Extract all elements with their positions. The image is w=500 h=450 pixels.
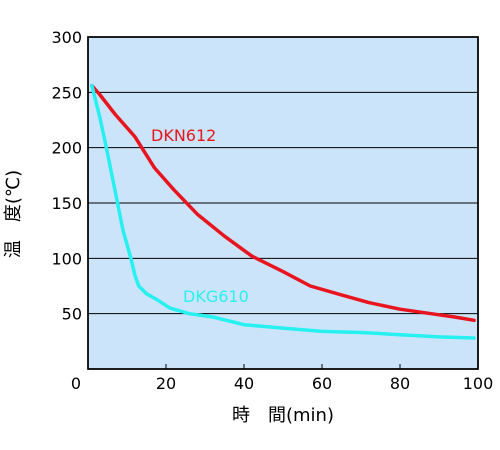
y-tick-label: 200 [51,139,82,158]
y-tick-label: 150 [51,194,82,213]
series-label-dkn612: DKN612 [151,126,216,145]
plot-frame [87,36,479,370]
x-tick-label: 20 [156,374,176,393]
y-axis-title: 温 度(℃) [3,170,24,258]
series-line-dkn612 [90,83,476,323]
x-tick-label: 40 [234,374,254,393]
series-label-dkg610: DKG610 [183,287,249,306]
x-tick-label: 80 [390,374,410,393]
series-layer [90,83,476,340]
series-line-dkg610 [90,83,476,340]
y-axis-ticks: 50 100 150 200 250 300 [51,28,82,324]
y-tick-label: 50 [62,305,82,324]
y-tick-label: 100 [51,249,82,268]
y-tick-label: 300 [51,28,82,47]
x-tick-label: 0 [71,374,81,393]
x-tick-label: 60 [312,374,332,393]
x-tick-label: 100 [463,374,494,393]
x-axis-title: 時 間(min) [232,405,334,426]
y-tick-label: 250 [51,83,82,102]
x-axis-ticks: 0 20 40 60 80 100 [71,364,493,393]
